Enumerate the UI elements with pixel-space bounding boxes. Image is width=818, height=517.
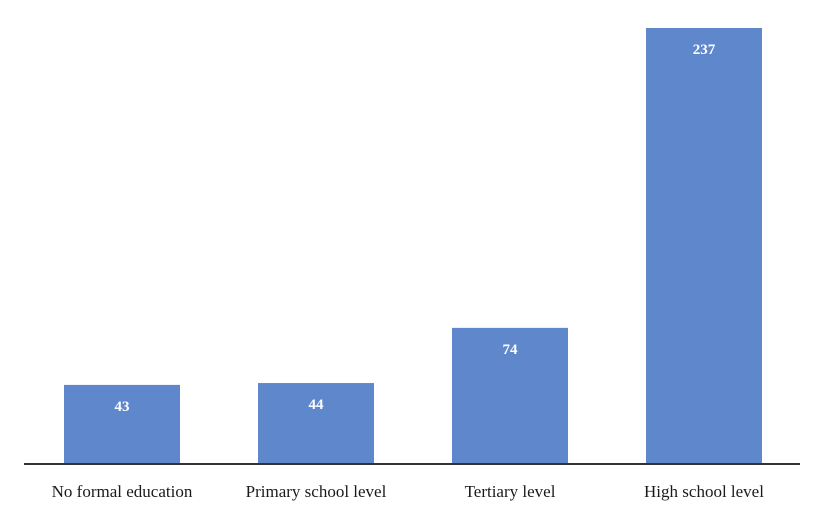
data-label-3: 237 — [693, 42, 716, 58]
bar-1 — [258, 383, 374, 464]
data-labels-layer: 43 44 74 237 — [115, 42, 716, 415]
x-tick-label-0: No formal education — [52, 482, 193, 501]
bars-layer — [64, 28, 762, 464]
data-label-1: 44 — [309, 397, 325, 413]
x-tick-label-2: Tertiary level — [465, 482, 556, 501]
x-tick-label-3: High school level — [644, 482, 764, 501]
x-tick-labels-layer: No formal education Primary school level T… — [52, 482, 765, 501]
data-label-2: 74 — [503, 342, 519, 358]
bar-3 — [646, 28, 762, 464]
bar-0 — [64, 384, 180, 464]
bar-2 — [452, 327, 568, 464]
x-tick-label-1: Primary school level — [246, 482, 387, 501]
data-label-0: 43 — [115, 399, 130, 415]
